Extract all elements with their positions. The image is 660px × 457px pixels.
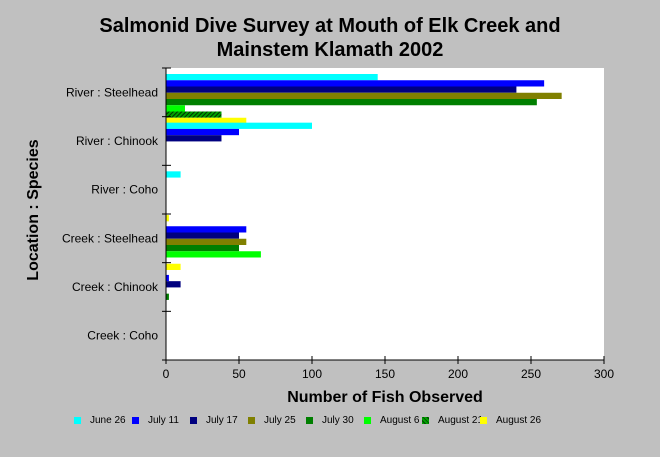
bar [166,263,181,270]
bar [166,251,261,258]
bar [166,281,181,288]
x-tick-label: 250 [521,367,541,381]
bar [166,232,239,239]
legend-label: July 25 [264,415,296,426]
bar [166,215,169,222]
bar [166,135,222,142]
bar [166,238,247,245]
x-tick-label: 0 [163,367,170,381]
bar [166,117,247,124]
legend-swatch [364,417,371,424]
legend-swatch [480,417,487,424]
bar [166,293,169,300]
legend-label: July 30 [322,415,354,426]
x-tick-label: 50 [232,367,246,381]
y-tick-label: River : Coho [91,183,158,197]
y-tick-label: Creek : Chinook [72,280,159,294]
legend-label: July 11 [148,415,179,426]
legend-label: August 26 [496,415,542,426]
plot-area [166,68,604,360]
legend-swatch [306,417,313,424]
x-tick-label: 300 [594,367,614,381]
bar [166,99,537,106]
y-tick-label: Creek : Steelhead [62,231,158,245]
bar [166,245,239,252]
legend-swatch [132,417,139,424]
chart-title: Salmonid Dive Survey at Mouth of Elk Cre… [0,14,660,62]
bar [166,86,517,93]
chart-title-line-1: Salmonid Dive Survey at Mouth of Elk Cre… [99,15,561,37]
chart-title-line-2: Mainstem Klamath 2002 [216,39,444,61]
x-tick-label: 200 [448,367,468,381]
legend-label: July 17 [206,415,238,426]
y-tick-label: River : Chinook [76,134,159,148]
legend-label: August 6 [380,415,420,426]
x-tick-label: 150 [375,367,395,381]
bar [166,74,378,81]
bar [166,226,247,233]
bar [166,92,562,99]
legend-swatch [74,417,81,424]
bar [166,171,181,178]
legend-label: June 26 [90,415,126,426]
bar [166,105,185,112]
bar [166,274,169,282]
legend-swatch [190,417,197,424]
bar [166,80,545,87]
bar [166,122,312,129]
x-tick-label: 100 [302,367,322,381]
legend-swatch [248,417,255,424]
chart-plot: River : Steelhead River : Chinook River : … [62,67,614,381]
bar [166,111,222,118]
y-tick-label: Creek : Coho [87,329,158,343]
legend-swatch [422,417,429,424]
legend-label: August 21 [438,415,484,426]
legend: June 26 July 11 July 17 July 25 July 30 Augus… [74,415,554,445]
x-axis-label: Number of Fish Observed [287,389,483,406]
bar [166,128,239,136]
y-tick-label: River : Steelhead [66,85,158,99]
